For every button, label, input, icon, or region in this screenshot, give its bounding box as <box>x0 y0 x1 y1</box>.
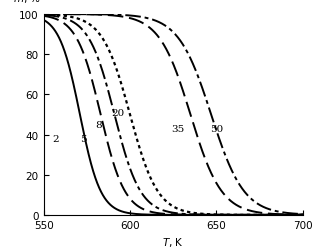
Y-axis label: $m$, %: $m$, % <box>12 0 41 5</box>
Text: 5: 5 <box>80 134 87 143</box>
Text: 50: 50 <box>210 124 223 134</box>
Text: 2: 2 <box>52 134 59 143</box>
Text: 20: 20 <box>111 108 124 118</box>
Text: 8: 8 <box>95 120 102 130</box>
Text: 35: 35 <box>172 124 185 134</box>
X-axis label: $T$, K: $T$, K <box>162 235 184 248</box>
